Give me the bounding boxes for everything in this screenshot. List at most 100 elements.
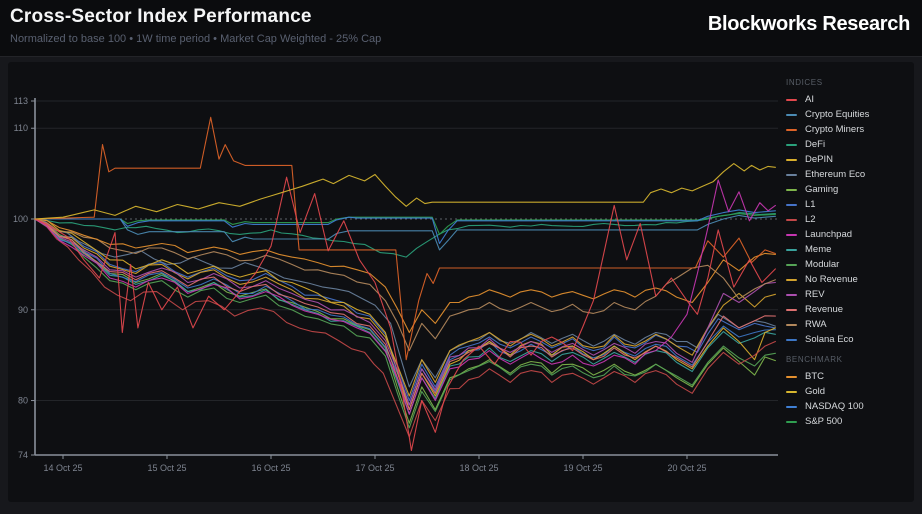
series-ethereum-eco	[34, 218, 776, 388]
legend-item-label: Solana Eco	[805, 334, 854, 345]
brand-logo: Blockworks Research	[707, 13, 910, 35]
series-revenue	[34, 218, 776, 411]
series-gold	[34, 163, 776, 220]
legend-swatch	[786, 308, 797, 311]
legend-swatch	[786, 233, 797, 236]
page-subtitle: Normalized to base 100 • 1W time period …	[10, 33, 382, 45]
legend-item-label: REV	[805, 289, 825, 300]
legend-item-label: NASDAQ 100	[805, 401, 864, 412]
legend-item-modular[interactable]: Modular	[784, 257, 912, 272]
legend-item-label: Modular	[805, 259, 840, 270]
legend-swatch	[786, 158, 797, 161]
legend-swatch	[786, 338, 797, 341]
legend-group-benchmark: BTC Gold NASDAQ 100 S&P 500	[784, 369, 912, 429]
series-btc	[34, 218, 776, 334]
series-defi	[34, 212, 776, 258]
legend-swatch	[786, 278, 797, 281]
legend-item-label: DePIN	[805, 154, 833, 165]
y-tick-label: 90	[18, 305, 28, 315]
legend-item-ai[interactable]: AI	[784, 92, 912, 107]
legend-item-crypto-miners[interactable]: Crypto Miners	[784, 122, 912, 137]
legend-swatch	[786, 390, 797, 393]
legend-item-label: DeFi	[805, 139, 826, 150]
y-tick-label: 74	[18, 450, 28, 460]
legend-item-label: RWA	[805, 319, 827, 330]
x-tick-label: 19 Oct 25	[563, 463, 602, 473]
legend-item-l2[interactable]: L2	[784, 212, 912, 227]
legend-swatch	[786, 218, 797, 221]
legend-item-ethereum-eco[interactable]: Ethereum Eco	[784, 167, 912, 182]
y-tick-label: 100	[13, 214, 28, 224]
chart-card: 74 80 90 100 110 113 14 Oct 25 15 Oct 25 16 Oct …	[8, 62, 914, 502]
series-modular	[34, 218, 776, 429]
legend-item-label: BTC	[805, 371, 824, 382]
series-crypto-equities	[34, 214, 776, 251]
legend-item-l1[interactable]: L1	[784, 197, 912, 212]
legend-item-label: Revenue	[805, 304, 844, 315]
x-tick-label: 17 Oct 25	[355, 463, 394, 473]
chart-legend: INDICES AI Crypto Equities Crypto Miners De…	[784, 70, 912, 429]
series-no-revenue	[34, 218, 776, 397]
legend-item-btc[interactable]: BTC	[784, 369, 912, 384]
legend-swatch	[786, 263, 797, 266]
legend-item-no-revenue[interactable]: No Revenue	[784, 272, 912, 287]
legend-item-gaming[interactable]: Gaming	[784, 182, 912, 197]
legend-swatch	[786, 98, 797, 101]
legend-swatch	[786, 293, 797, 296]
legend-item-label: Crypto Miners	[805, 124, 865, 135]
y-tick-label: 113	[14, 96, 28, 106]
legend-item-revenue[interactable]: Revenue	[784, 302, 912, 317]
legend-group-benchmark-header: BENCHMARK	[786, 355, 843, 364]
legend-swatch	[786, 375, 797, 378]
series-launchpad	[34, 179, 776, 415]
legend-swatch	[786, 405, 797, 408]
legend-group-indices-header: INDICES	[786, 78, 823, 87]
legend-swatch	[786, 203, 797, 206]
series-rev	[34, 218, 776, 406]
legend-item-label: No Revenue	[805, 274, 858, 285]
legend-item-label: S&P 500	[805, 416, 843, 427]
y-tick-label: 80	[18, 396, 28, 406]
series-rwa	[34, 218, 776, 352]
top-header-bar: Cross-Sector Index Performance Normalize…	[0, 0, 922, 57]
legend-item-crypto-equities[interactable]: Crypto Equities	[784, 107, 912, 122]
x-tick-label: 14 Oct 25	[43, 463, 82, 473]
legend-swatch	[786, 113, 797, 116]
legend-item-label: Meme	[805, 244, 832, 255]
legend-swatch	[786, 188, 797, 191]
x-tick-label: 18 Oct 25	[459, 463, 498, 473]
legend-swatch	[786, 128, 797, 131]
series-s-p-500	[34, 213, 776, 235]
y-tick-label: 110	[14, 123, 28, 133]
legend-item-launchpad[interactable]: Launchpad	[784, 227, 912, 242]
legend-item-rev[interactable]: REV	[784, 287, 912, 302]
legend-item-nasdaq-100[interactable]: NASDAQ 100	[784, 399, 912, 414]
legend-item-label: AI	[805, 94, 814, 105]
page-title: Cross-Sector Index Performance	[10, 6, 312, 27]
x-tick-label: 15 Oct 25	[147, 463, 186, 473]
legend-item-label: Crypto Equities	[805, 109, 870, 120]
series-ai	[34, 176, 776, 452]
legend-swatch	[786, 420, 797, 423]
legend-swatch	[786, 248, 797, 251]
legend-swatch	[786, 173, 797, 176]
chart-area: 74 80 90 100 110 113 14 Oct 25 15 Oct 25 16 Oct …	[8, 62, 786, 502]
legend-item-depin[interactable]: DePIN	[784, 152, 912, 167]
legend-item-gold[interactable]: Gold	[784, 384, 912, 399]
series-depin	[34, 218, 776, 411]
x-tick-label: 20 Oct 25	[667, 463, 706, 473]
legend-swatch	[786, 323, 797, 326]
chart-plot[interactable]: 74 80 90 100 110 113 14 Oct 25 15 Oct 25 16 Oct …	[8, 62, 786, 502]
legend-item-s-p-500[interactable]: S&P 500	[784, 414, 912, 429]
legend-item-label: Ethereum Eco	[805, 169, 866, 180]
legend-item-label: Gold	[805, 386, 826, 397]
series-nasdaq-100	[34, 209, 776, 245]
series-solana-eco	[34, 218, 776, 406]
legend-item-meme[interactable]: Meme	[784, 242, 912, 257]
legend-item-defi[interactable]: DeFi	[784, 137, 912, 152]
legend-item-solana-eco[interactable]: Solana Eco	[784, 332, 912, 347]
legend-swatch	[786, 143, 797, 146]
legend-item-label: L1	[805, 199, 816, 210]
legend-item-rwa[interactable]: RWA	[784, 317, 912, 332]
